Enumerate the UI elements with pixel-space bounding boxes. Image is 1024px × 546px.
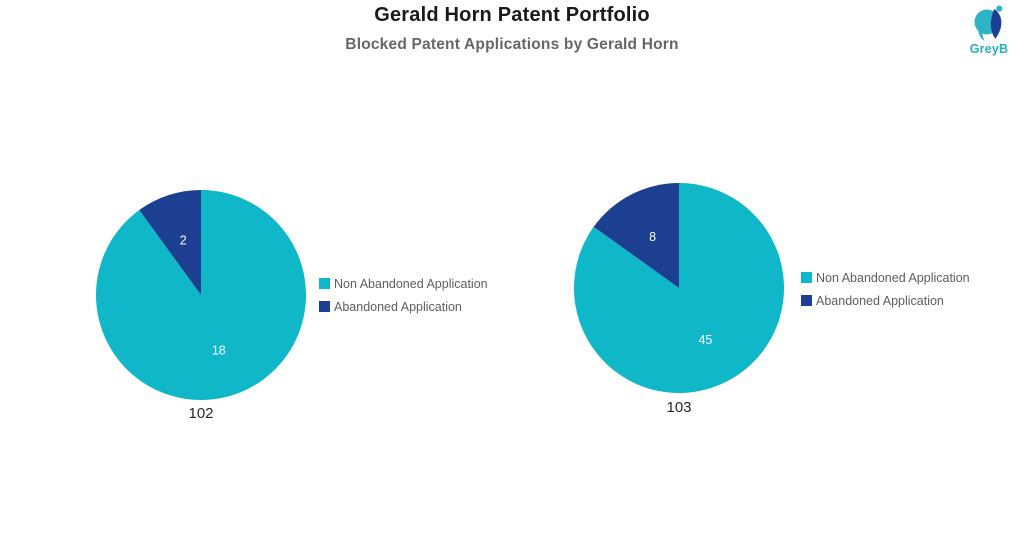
legend-swatch-non-abandoned bbox=[801, 272, 812, 283]
legend-swatch-non-abandoned bbox=[319, 278, 330, 289]
pie-chart-102: 18 2 bbox=[95, 190, 306, 400]
legend-label-non-abandoned: Non Abandoned Application bbox=[816, 270, 970, 285]
greyb-logo-icon bbox=[974, 5, 1003, 41]
legend-102: Non Abandoned Application Abandoned Appl… bbox=[319, 275, 488, 321]
greyb-logo-text: GreyB bbox=[969, 42, 1009, 56]
pie-value-label: 18 bbox=[212, 343, 226, 357]
pie-slice-abandoned-application[interactable] bbox=[139, 190, 201, 295]
pie-caption-102: 102 bbox=[188, 405, 214, 422]
pie-chart-103: 45 8 bbox=[574, 183, 785, 393]
legend-item-non-abandoned[interactable]: Non Abandoned Application bbox=[319, 275, 488, 292]
legend-label-abandoned: Abandoned Application bbox=[334, 299, 462, 314]
pie-value-label: 2 bbox=[180, 234, 187, 248]
legend-swatch-abandoned bbox=[801, 295, 812, 306]
pie-value-label: 45 bbox=[698, 333, 712, 347]
pie-slice-abandoned-application[interactable] bbox=[593, 183, 679, 288]
report-header: Gerald Horn Patent Portfolio Blocked Pat… bbox=[0, 0, 1024, 54]
pie-slice-non-abandoned-application[interactable] bbox=[574, 183, 785, 393]
page-title: Gerald Horn Patent Portfolio bbox=[374, 4, 650, 26]
legend-label-non-abandoned: Non Abandoned Application bbox=[334, 276, 488, 291]
legend-103: Non Abandoned Application Abandoned Appl… bbox=[801, 269, 970, 315]
legend-label-abandoned: Abandoned Application bbox=[816, 293, 944, 308]
pie-caption-103: 103 bbox=[666, 399, 692, 416]
legend-item-abandoned[interactable]: Abandoned Application bbox=[801, 292, 970, 309]
legend-swatch-abandoned bbox=[319, 301, 330, 312]
pie-value-label: 8 bbox=[649, 230, 656, 244]
page-subtitle: Blocked Patent Applications by Gerald Ho… bbox=[345, 36, 679, 53]
greyb-logo: GreyB bbox=[962, 4, 1016, 56]
legend-item-non-abandoned[interactable]: Non Abandoned Application bbox=[801, 269, 970, 286]
pie-slice-non-abandoned-application[interactable] bbox=[95, 190, 306, 400]
legend-item-abandoned[interactable]: Abandoned Application bbox=[319, 298, 488, 315]
